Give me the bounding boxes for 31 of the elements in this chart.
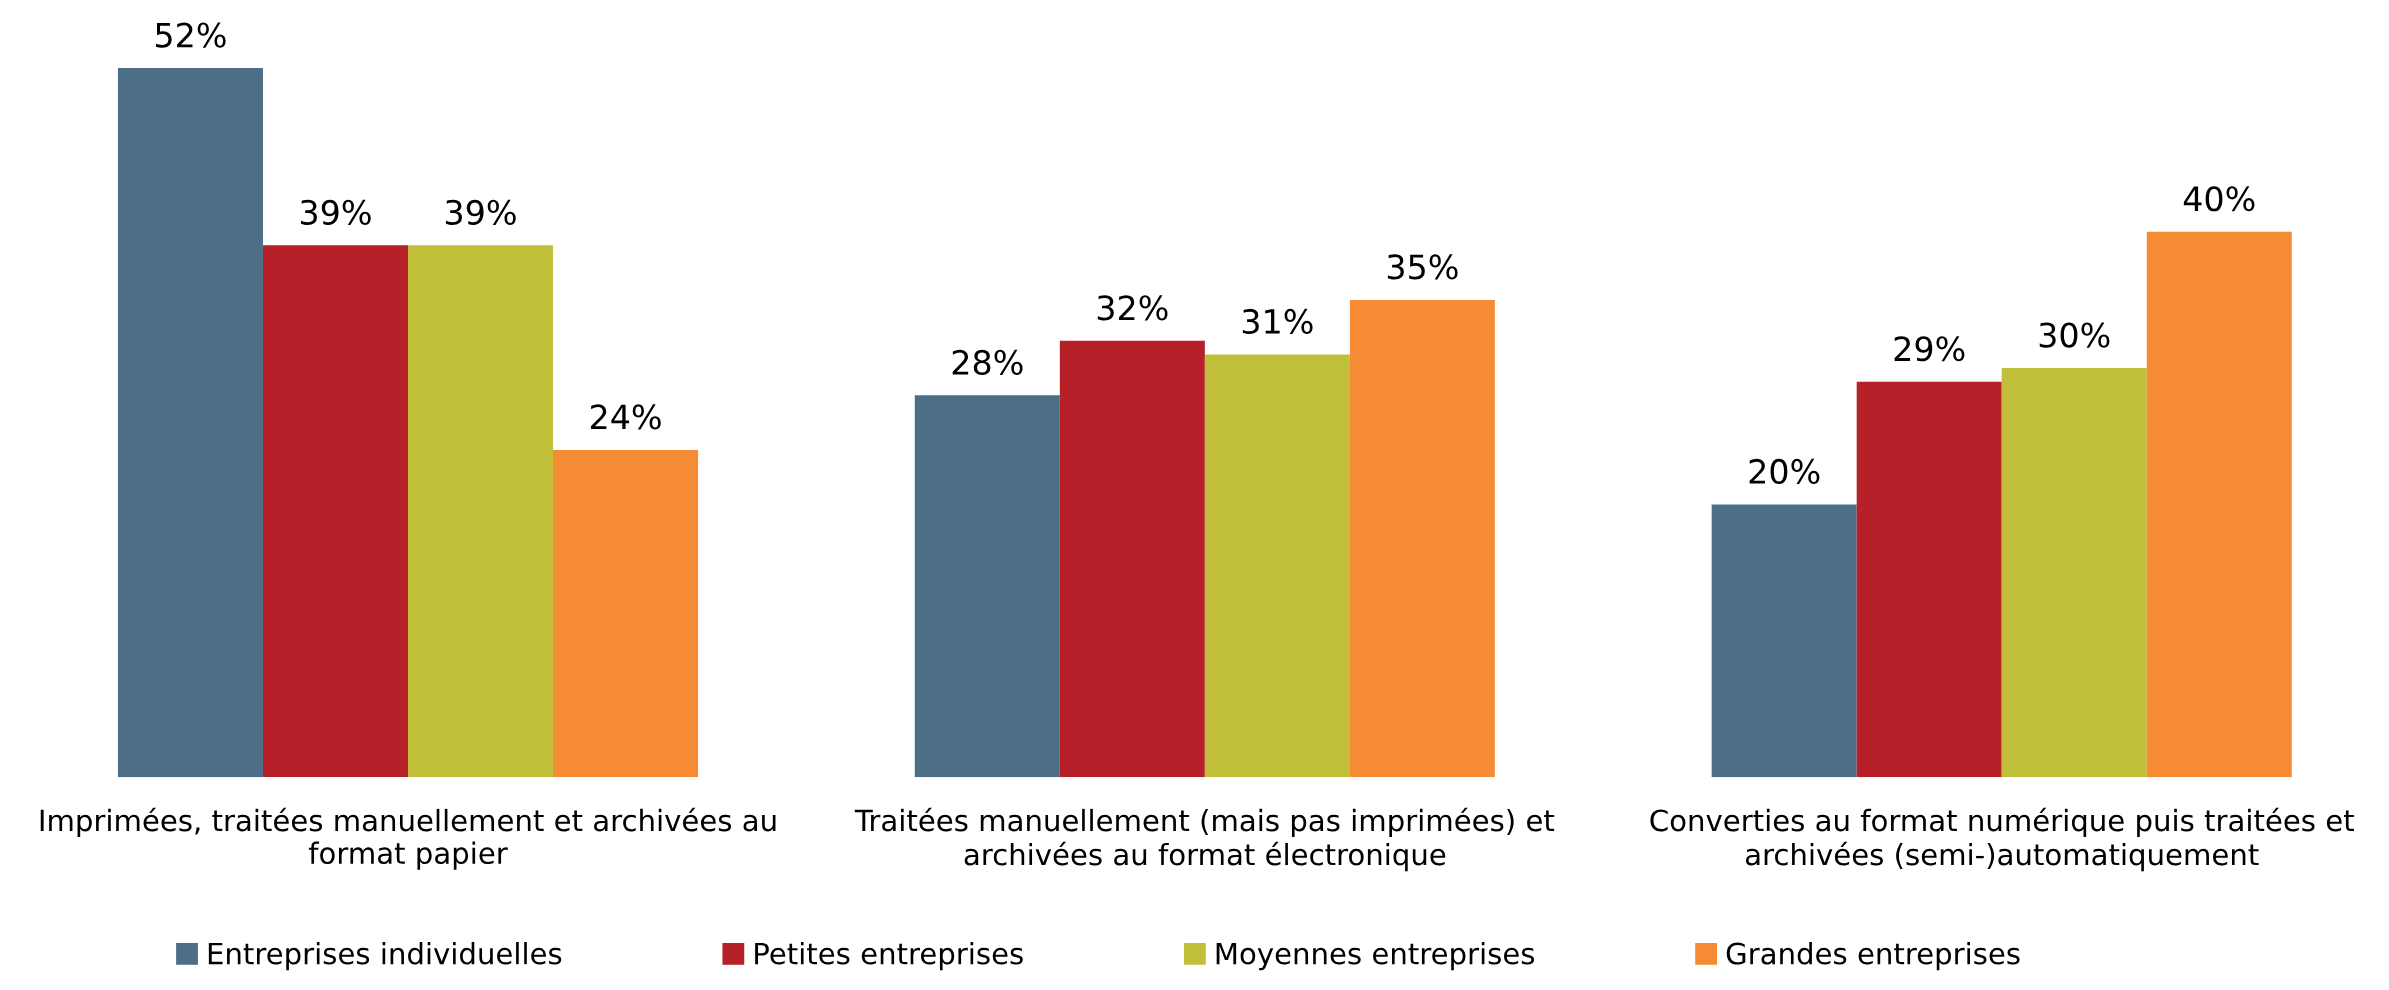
legend-label: Moyennes entreprises (1216, 942, 1535, 971)
bar (1349, 299, 1495, 778)
bar (2001, 368, 2147, 778)
data-label: 39% (300, 199, 371, 225)
bar (1711, 504, 1857, 778)
legend-label: Grandes entreprises (1726, 942, 2020, 971)
data-label: 35% (1387, 254, 1458, 280)
data-label: 32% (1097, 295, 1168, 321)
x-tick-label: Converties au format numérique puis traitées et archivées (semi-)automatiquement (1650, 807, 2354, 872)
data-label: 40% (2183, 186, 2255, 212)
bar (1059, 340, 1205, 778)
bar (1204, 354, 1350, 778)
legend-label: Entreprises individuelles (208, 942, 562, 971)
x-tick-label: Traitées manuellement (mais pas imprimées) et archivées au format électronique (854, 807, 1555, 872)
bar (553, 449, 699, 778)
bar (262, 245, 408, 778)
data-label: 52% (155, 22, 226, 48)
data-label: 24% (590, 404, 661, 430)
bar (914, 395, 1060, 778)
bar (1856, 381, 2002, 778)
data-label: 20% (1749, 458, 1820, 485)
data-label: 31% (1242, 308, 1313, 335)
bar (407, 245, 554, 778)
data-label: 28% (952, 349, 1023, 375)
bar (2146, 231, 2292, 778)
legend-label: Petites entreprises (755, 942, 1023, 971)
bar (117, 68, 263, 778)
data-label: 30% (2039, 322, 2110, 348)
data-label: 39% (446, 199, 516, 225)
x-tick-label: Imprimées, traitées manuellement et archivées au format papier (40, 807, 776, 870)
data-label: 29% (1894, 336, 1965, 362)
